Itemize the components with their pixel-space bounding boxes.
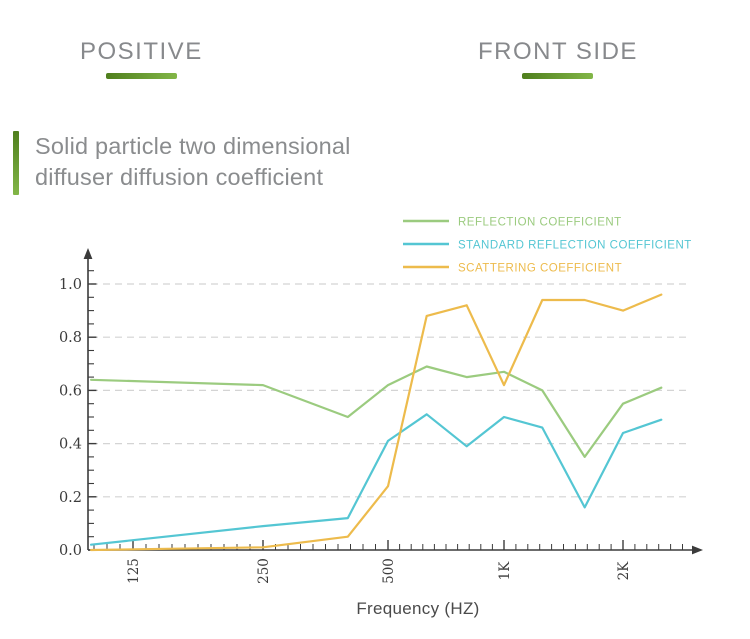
legend-item-scattering-coefficient: SCATTERING COEFFICIENT (403, 263, 622, 275)
y-tick-label: 0.4 (59, 437, 82, 453)
section-title: Solid particle two dimensional diffuser … (35, 131, 351, 195)
y-tick-label: 1.0 (59, 277, 82, 293)
y-tick-label: 0.6 (59, 383, 82, 399)
header-front-side: FRONT SIDE (478, 38, 638, 79)
section-title-line-2: diffuser diffusion coefficient (35, 164, 324, 190)
coefficient-chart: 0.0 0.2 0.4 0.6 0.8 1.0 125 250 500 1K 2K REFLECTIO… (59, 217, 703, 618)
legend-item-reflection-coefficient: REFLECTION COEFFICIENT (403, 217, 622, 229)
section-title-line-1: Solid particle two dimensional (35, 133, 351, 159)
x-tick-label: 2K (616, 561, 632, 581)
positive-underline (105, 73, 177, 79)
legend-label-standard-reflection-coefficient: STANDARD REFLECTION COEFFICIENT (458, 240, 692, 252)
series-line-scattering-coefficient (89, 293, 663, 552)
legend: REFLECTION COEFFICIENT STANDARD REFLECTIO… (403, 217, 692, 275)
y-tick-label: 0.2 (59, 490, 82, 506)
positive-label: POSITIVE (80, 38, 203, 65)
x-axis-ticks: 125 250 500 1K 2K (93, 540, 683, 584)
legend-item-standard-reflection-coefficient: STANDARD REFLECTION COEFFICIENT (403, 240, 692, 252)
y-axis-arrow (83, 248, 93, 259)
y-axis-ticks: 0.0 0.2 0.4 0.6 0.8 1.0 (59, 270, 97, 559)
x-tick-label: 250 (256, 558, 272, 584)
x-tick-label: 500 (381, 558, 397, 584)
gridlines (91, 283, 686, 498)
y-tick-label: 0.0 (59, 543, 82, 559)
chart-area: 0.0 0.2 0.4 0.6 0.8 1.0 125 250 500 1K 2K REFLECTIO… (0, 200, 750, 639)
axes (83, 248, 703, 555)
title-accent-bar (13, 131, 19, 195)
x-tick-label: 125 (126, 558, 142, 584)
legend-label-scattering-coefficient: SCATTERING COEFFICIENT (458, 263, 622, 275)
legend-label-reflection-coefficient: REFLECTION COEFFICIENT (458, 217, 622, 229)
header-positive: POSITIVE (80, 38, 203, 79)
y-tick-label: 0.8 (59, 330, 82, 346)
x-axis-title: Frequency (HZ) (356, 599, 479, 618)
x-tick-label: 1K (497, 561, 513, 581)
series-line-standard-reflection-coefficient (89, 413, 663, 546)
front-side-label: FRONT SIDE (478, 38, 638, 65)
series-line-reflection-coefficient (89, 365, 663, 458)
x-axis-arrow (692, 545, 703, 555)
section-title-block: Solid particle two dimensional diffuser … (13, 131, 351, 195)
front-side-underline (522, 73, 594, 79)
